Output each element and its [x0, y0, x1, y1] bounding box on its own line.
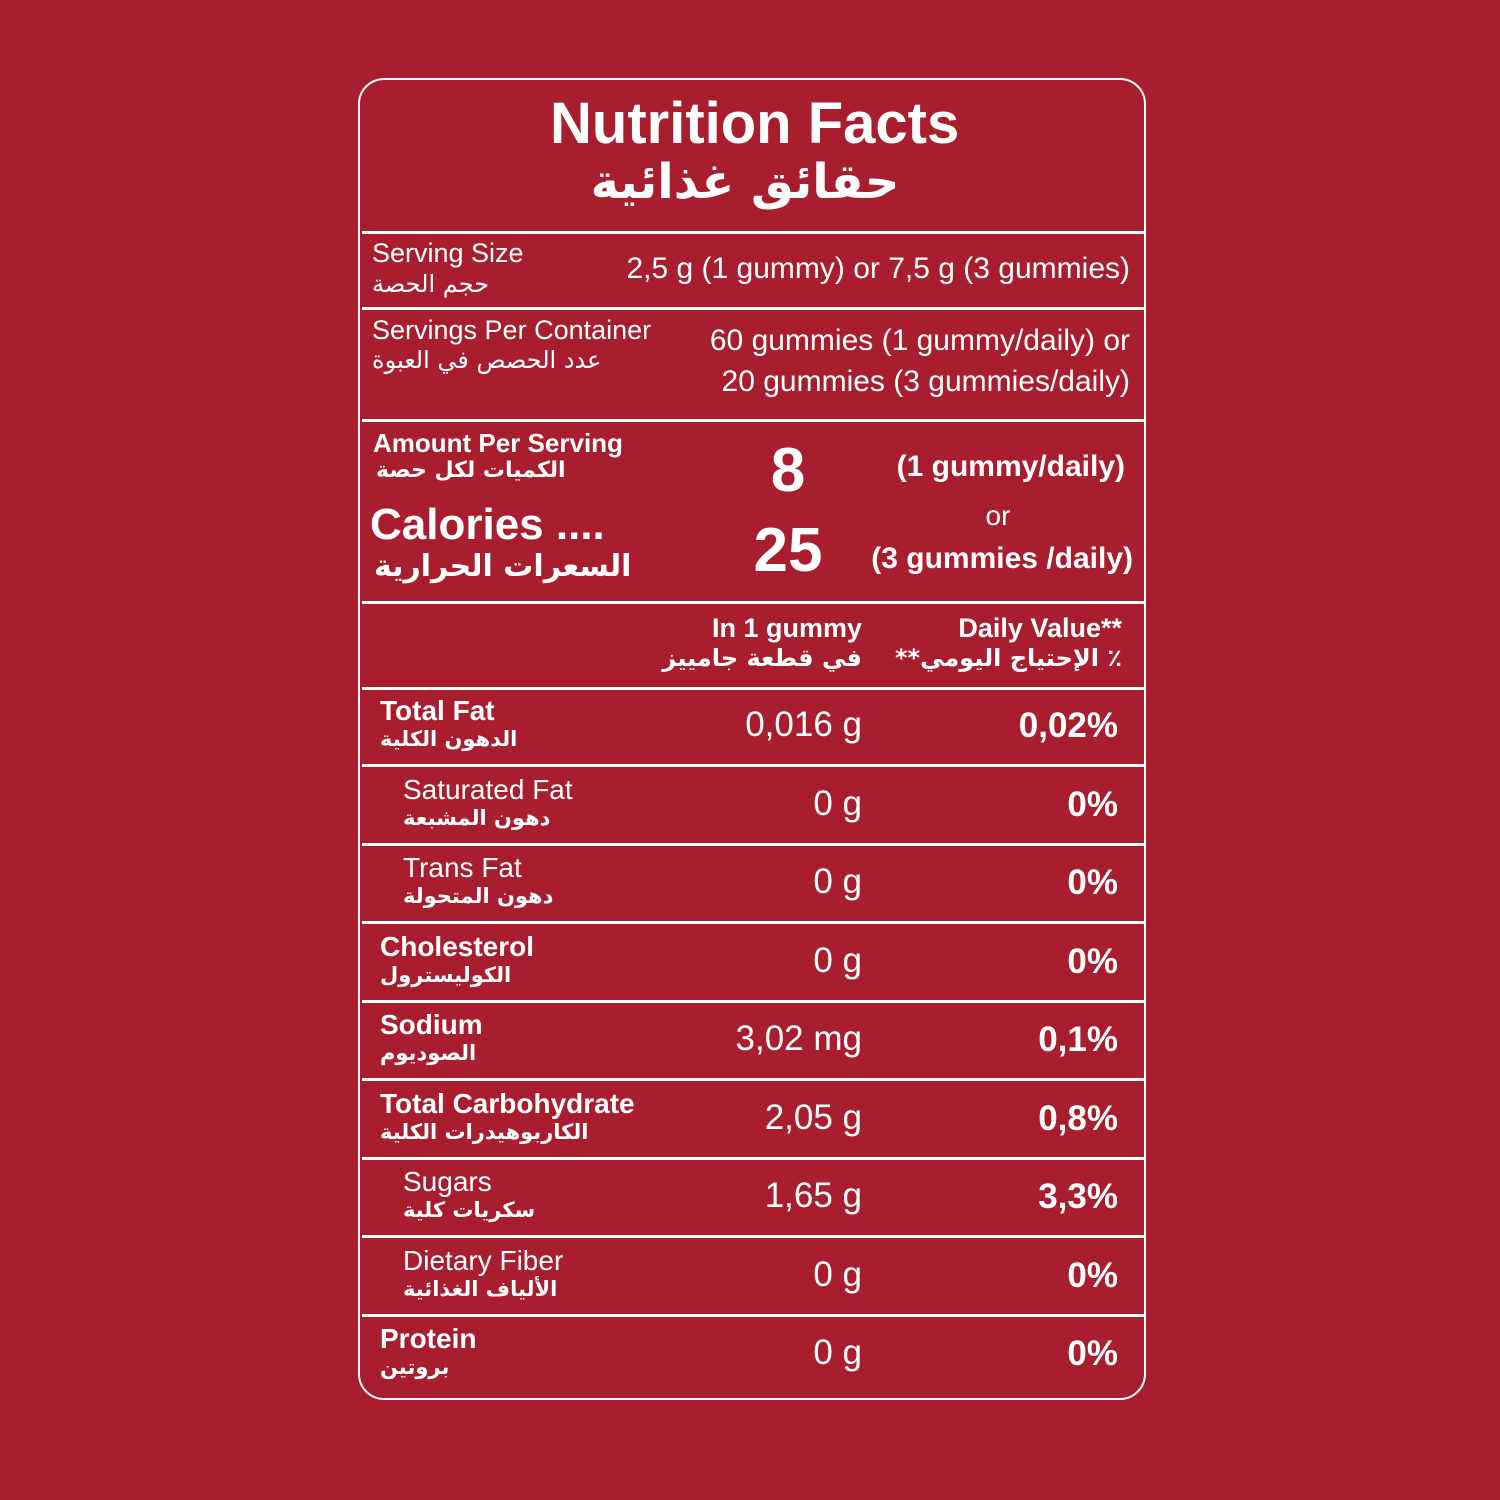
nutrient-amount: 0 g — [813, 862, 862, 901]
nutrient-name-ar: دهون المشبعة — [403, 805, 551, 830]
amount-label-ar: الكميات لكل حصة — [376, 458, 566, 483]
calories-note: (3 gummies /daily) — [871, 542, 1133, 575]
nutrient-name-ar: الكوليسترول — [380, 962, 512, 987]
title: Nutrition Facts — [550, 91, 960, 156]
serving-size-label-ar: حجم الحصة — [372, 270, 490, 298]
nutrient-dv: 0% — [1067, 941, 1118, 981]
nutrient-name-ar: الكاربوهيدرات الكلية — [380, 1119, 589, 1144]
nutrient-amount: 0 g — [813, 783, 862, 823]
nutrient-name-ar: الدهون الكلية — [380, 727, 518, 751]
nutrient-amount: 0 g — [813, 1333, 862, 1372]
nutrient-name: Sugars — [403, 1166, 492, 1197]
separator — [362, 601, 1144, 604]
nutrient-name-ar: الألياف الغذائية — [403, 1276, 558, 1301]
nutrient-name-ar: الصوديوم — [380, 1041, 477, 1065]
nutrient-dv: 0% — [1067, 784, 1118, 824]
nutrient-name-ar: سكريات كلية — [403, 1198, 536, 1222]
servings-value: 20 gummies (3 gummies/daily) — [721, 365, 1130, 398]
column-header: In 1 gummy — [711, 613, 862, 643]
nutrient-name: Total Fat — [380, 695, 495, 726]
nutrient-dv: 0,8% — [1038, 1098, 1118, 1138]
separator — [362, 419, 1144, 422]
separator — [362, 1156, 1144, 1160]
nutrient-name-ar: دهون المتحولة — [403, 884, 554, 908]
nutrient-amount: 2,05 g — [764, 1097, 862, 1137]
nutrient-name: Total Carbohydrate — [380, 1087, 635, 1119]
nutrient-amount: 0 g — [813, 940, 862, 980]
nutrient-name: Sodium — [380, 1009, 483, 1040]
separator — [362, 231, 1144, 234]
nutrient-name-ar: بروتين — [380, 1355, 450, 1379]
column-header-ar: **الإحتياج اليومي ٪ — [895, 644, 1122, 672]
serving-size-value: 2,5 g (1 gummy) or 7,5 g (3 gummies) — [626, 252, 1130, 285]
separator — [362, 1235, 1144, 1238]
nutrient-dv: 0% — [1067, 1255, 1118, 1295]
calories-value: 25 — [753, 516, 823, 585]
servings-label-ar: عدد الحصص في العبوة — [372, 346, 602, 374]
separator — [362, 842, 1144, 846]
separator — [362, 921, 1144, 924]
column-header: Daily Value** — [958, 613, 1122, 643]
separator — [362, 764, 1144, 767]
serving-size-label: Serving Size — [372, 238, 524, 268]
calories-value: 8 — [770, 436, 806, 505]
nutrient-amount: 0 g — [813, 1254, 862, 1294]
separator — [362, 307, 1144, 310]
servings-label: Servings Per Container — [372, 315, 652, 345]
nutrient-dv: 0% — [1067, 863, 1118, 902]
nutrient-amount: 1,65 g — [764, 1176, 862, 1215]
nutrient-name: Dietary Fiber — [403, 1244, 564, 1276]
calories-note: (1 gummy/daily) — [896, 450, 1125, 483]
nutrient-dv: 0% — [1067, 1334, 1118, 1373]
separator — [362, 1313, 1144, 1317]
servings-value: 60 gummies (1 gummy/daily) or — [709, 324, 1130, 357]
nutrient-name: Saturated Fat — [403, 773, 573, 805]
calories-label-ar: السعرات الحرارية — [374, 549, 632, 584]
calories-label: Calories .... — [370, 500, 605, 549]
separator — [362, 1078, 1144, 1081]
separator — [362, 999, 1144, 1003]
label-box — [358, 78, 1146, 1400]
nutrient-name: Trans Fat — [403, 852, 522, 883]
separator — [362, 687, 1144, 690]
nutrient-amount: 0,016 g — [745, 705, 862, 744]
column-header-ar: في قطعة جامييز — [662, 644, 862, 672]
calories-or: or — [985, 500, 1011, 531]
nutrient-dv: 0,1% — [1038, 1020, 1118, 1059]
nutrient-name: Protein — [380, 1323, 477, 1354]
nutrient-name: Cholesterol — [380, 930, 535, 962]
amount-label: Amount Per Serving — [373, 428, 623, 458]
nutrient-dv: 3,3% — [1038, 1177, 1118, 1216]
nutrient-dv: 0,02% — [1018, 706, 1118, 745]
title-ar: حقائق غذائية — [590, 154, 900, 210]
nutrient-amount: 3,02 mg — [735, 1019, 862, 1058]
